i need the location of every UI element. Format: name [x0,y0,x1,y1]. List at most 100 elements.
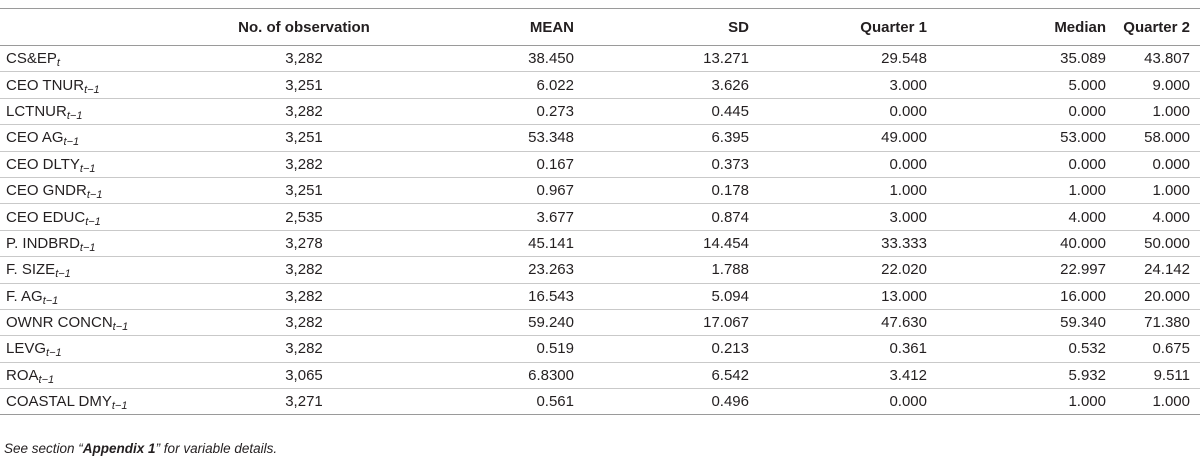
variable-label: CEO EDUC [6,208,86,226]
cell-mean: 16.543 [404,283,584,310]
variable-label: LCTNUR [6,102,67,120]
cell-sd: 14.454 [584,230,759,258]
cell-mean: 6.022 [404,71,584,99]
cell-sd: 6.395 [584,124,759,152]
table-row: CEO DLTYt−1 3,282 0.167 0.373 0.000 0.000 0.00… [0,151,1200,178]
cell-quarter-1: 0.000 [759,98,937,126]
table-row: F. SIZEt−1 3,282 23.263 1.788 22.020 22.997 24… [0,256,1200,284]
cell-median: 40.000 [937,230,1116,258]
cell-variable-name: CS&EPt [0,45,204,73]
cell-observations: 3,282 [204,309,404,337]
variable-label: ROA [6,366,39,384]
cell-mean: 38.450 [404,45,584,73]
variable-label: P. INDBRD [6,234,80,252]
table-footnote: See section “Appendix 1” for variable de… [4,441,277,456]
table-row: P. INDBRDt−1 3,278 45.141 14.454 33.333 40.00… [0,230,1200,258]
cell-variable-name: F. SIZEt−1 [0,256,204,284]
cell-quarter-2: 50.000 [1116,230,1200,258]
cell-sd: 0.874 [584,203,759,231]
cell-mean: 6.8300 [404,362,584,390]
cell-variable-name: LCTNURt−1 [0,98,204,126]
cell-observations: 2,535 [204,203,404,231]
header-sd: SD [584,8,759,46]
cell-variable-name: LEVGt−1 [0,335,204,363]
table-row: LCTNURt−1 3,282 0.273 0.445 0.000 0.000 1.000 [0,98,1200,126]
cell-mean: 0.561 [404,388,584,416]
cell-quarter-2: 9.000 [1116,71,1200,99]
cell-sd: 0.445 [584,98,759,126]
cell-median: 0.000 [937,98,1116,126]
cell-observations: 3,282 [204,151,404,178]
cell-variable-name: CEO TNURt−1 [0,71,204,99]
cell-sd: 6.542 [584,362,759,390]
variable-time-subscript: t [56,57,60,70]
variable-time-subscript: t−1 [66,109,83,122]
footnote-prefix: See section “ [4,441,83,456]
cell-quarter-1: 3.412 [759,362,937,390]
variable-time-subscript: t−1 [42,294,59,307]
cell-quarter-1: 3.000 [759,71,937,99]
table-row: CEO GNDRt−1 3,251 0.967 0.178 1.000 1.000 1.00… [0,177,1200,205]
cell-median: 59.340 [937,309,1116,337]
header-observations: No. of observation [204,8,404,46]
variable-time-subscript: t−1 [79,241,96,254]
cell-median: 0.532 [937,335,1116,363]
cell-quarter-1: 13.000 [759,283,937,310]
cell-sd: 0.178 [584,177,759,205]
cell-mean: 0.967 [404,177,584,205]
cell-quarter-2: 20.000 [1116,283,1200,310]
cell-median: 4.000 [937,203,1116,231]
header-quarter-1: Quarter 1 [759,8,937,46]
cell-quarter-1: 0.000 [759,151,937,178]
cell-variable-name: CEO GNDRt−1 [0,177,204,205]
variable-time-subscript: t−1 [55,268,71,281]
cell-quarter-1: 47.630 [759,309,937,337]
cell-variable-name: OWNR CONCNt−1 [0,309,204,337]
variable-time-subscript: t−1 [46,347,62,360]
header-variable [0,8,204,46]
cell-observations: 3,282 [204,98,404,126]
cell-observations: 3,251 [204,177,404,205]
cell-observations: 3,282 [204,45,404,73]
header-median: Median [937,8,1116,46]
cell-mean: 23.263 [404,256,584,284]
cell-quarter-1: 33.333 [759,230,937,258]
cell-observations: 3,251 [204,71,404,99]
cell-sd: 0.373 [584,151,759,178]
cell-median: 0.000 [937,151,1116,178]
cell-median: 1.000 [937,177,1116,205]
variable-label: LEVG [6,340,47,358]
table-row: CS&EPt 3,282 38.450 13.271 29.548 35.089 43.80… [0,45,1200,73]
cell-median: 16.000 [937,283,1116,310]
cell-mean: 0.519 [404,335,584,363]
variable-label: COASTAL DMY [6,393,112,411]
cell-median: 1.000 [937,388,1116,416]
cell-sd: 5.094 [584,283,759,310]
cell-quarter-1: 0.000 [759,388,937,416]
cell-quarter-2: 71.380 [1116,309,1200,337]
variable-label: CEO AG [6,129,64,147]
cell-quarter-1: 29.548 [759,45,937,73]
variable-time-subscript: t−1 [112,321,129,334]
variable-time-subscript: t−1 [85,215,101,228]
cell-quarter-2: 0.675 [1116,335,1200,363]
cell-observations: 3,278 [204,230,404,258]
cell-variable-name: P. INDBRDt−1 [0,230,204,258]
variable-time-subscript: t−1 [38,373,55,386]
variable-label: CS&EP [6,50,57,68]
table-header-row: No. of observation MEAN SD Quarter 1 Med… [0,8,1200,46]
cell-mean: 0.273 [404,98,584,126]
cell-median: 22.997 [937,256,1116,284]
variable-label: CEO DLTY [6,155,80,173]
table-row: F. AGt−1 3,282 16.543 5.094 13.000 16.000 20.0… [0,283,1200,310]
cell-variable-name: CEO AGt−1 [0,124,204,152]
cell-quarter-1: 49.000 [759,124,937,152]
cell-sd: 17.067 [584,309,759,337]
descriptive-statistics-table: No. of observation MEAN SD Quarter 1 Med… [0,8,1200,416]
table-row: CEO EDUCt−1 2,535 3.677 0.874 3.000 4.000 4.00… [0,203,1200,231]
cell-mean: 45.141 [404,230,584,258]
cell-mean: 59.240 [404,309,584,337]
cell-variable-name: COASTAL DMYt−1 [0,388,204,416]
cell-quarter-1: 0.361 [759,335,937,363]
cell-observations: 3,282 [204,256,404,284]
